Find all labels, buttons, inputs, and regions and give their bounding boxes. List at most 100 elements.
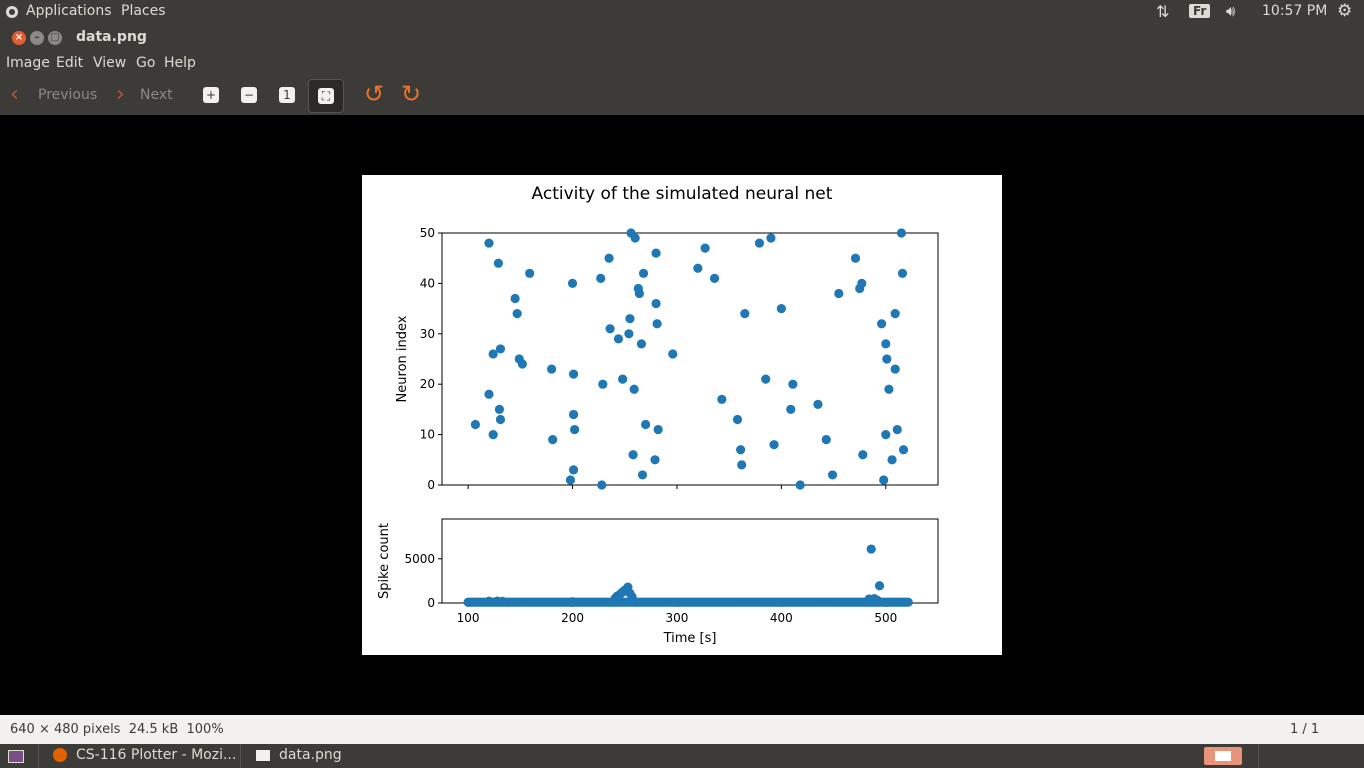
histogram-axes-frame (441, 518, 939, 604)
raster-spike-point (884, 384, 894, 394)
menu-view[interactable]: View (93, 55, 127, 71)
raster-spike-point (879, 475, 889, 485)
image-viewer-area[interactable]: Activity of the simulated neural net Neu… (0, 115, 1364, 715)
raster-spike-point (510, 293, 520, 304)
raster-spike-point (568, 465, 579, 475)
ubuntu-logo-icon[interactable] (6, 6, 18, 18)
raster-y-tick-label: 20 (420, 377, 435, 391)
raster-spike-point (651, 248, 661, 258)
session-gear-icon[interactable]: ⚙ (1337, 1, 1353, 21)
histogram-x-tick-label: 400 (770, 611, 793, 625)
raster-spike-point (896, 228, 907, 238)
page-indicator: 1 / 1 (1290, 722, 1320, 737)
chart-title: Activity of the simulated neural net (532, 184, 833, 204)
raster-spike-point (892, 424, 902, 435)
menu-go[interactable]: Go (136, 55, 156, 71)
raster-spike-point (484, 389, 494, 399)
places-menu[interactable]: Places (121, 3, 166, 19)
image-info: 640 × 480 pixels 24.5 kB 100% (10, 722, 224, 737)
raster-spike-point (898, 445, 909, 455)
raster-spike-point (547, 364, 557, 374)
raster-spike-point (732, 414, 743, 425)
raster-spike-point (470, 419, 481, 430)
raster-spike-point (629, 384, 639, 394)
maximize-window-button[interactable]: □ (48, 31, 62, 45)
histogram-x-tick-label: 500 (874, 611, 897, 625)
show-desktop-icon[interactable] (8, 750, 24, 763)
histogram-x-tick-label: 200 (561, 611, 584, 625)
raster-spike-point (652, 319, 662, 329)
menu-edit[interactable]: Edit (56, 55, 84, 71)
keyboard-layout-indicator[interactable]: Fr (1189, 4, 1211, 18)
raster-spike-point (887, 455, 897, 465)
neural-activity-chart: Activity of the simulated neural net Neu… (377, 184, 939, 646)
image-viewer-icon (256, 750, 270, 761)
raster-spike-point (754, 238, 765, 248)
workspace-window-icon (1215, 751, 1231, 761)
raster-spike-point (625, 314, 635, 324)
raster-spike-point (636, 339, 647, 349)
minimize-window-button[interactable]: – (30, 31, 44, 45)
taskbar-firefox[interactable]: CS-116 Plotter - Mozi... (38, 744, 239, 768)
previous-button[interactable]: Previous (38, 87, 98, 103)
workspace-switcher[interactable] (1204, 747, 1242, 765)
raster-spike-point (517, 359, 528, 369)
raster-spike-point (857, 278, 867, 288)
rotate-right-icon[interactable]: ↻ (401, 80, 422, 108)
raster-spike-point (613, 334, 624, 344)
raster-spike-point (624, 329, 634, 339)
best-fit-icon: ⛶ (318, 88, 334, 104)
raster-spike-point (618, 374, 628, 384)
rotate-left-icon[interactable]: ↺ (364, 80, 385, 108)
volume-icon[interactable]: 🔊︎ (1226, 2, 1236, 20)
raster-spike-point (877, 319, 887, 329)
next-button[interactable]: Next (140, 87, 173, 103)
best-fit-button[interactable]: ⛶ (308, 79, 344, 113)
raster-y-tick-label: 50 (420, 226, 435, 240)
raster-spike-point (788, 379, 798, 389)
taskbar-eog[interactable]: data.png (240, 744, 441, 768)
histogram-x-tick-label: 100 (457, 611, 480, 625)
clock[interactable]: 10:57 PM (1262, 3, 1328, 19)
histogram-count-point (627, 592, 637, 602)
raster-spike-point (597, 480, 607, 490)
zoom-in-icon[interactable]: + (203, 87, 219, 103)
raster-spike-point (650, 455, 660, 465)
close-window-button[interactable]: × (12, 31, 26, 45)
raster-spike-point (630, 233, 640, 243)
raster-spike-point (568, 409, 579, 420)
taskbar-eog-label: data.png (279, 747, 342, 763)
raster-spike-point (890, 309, 900, 319)
raster-spike-point (858, 450, 868, 460)
previous-arrow-icon[interactable]: ‹ (10, 82, 19, 107)
histogram-count-point (866, 544, 876, 554)
applications-menu[interactable]: Applications (26, 3, 112, 19)
menu-image[interactable]: Image (6, 55, 50, 71)
histogram-y-label: Spike count (377, 523, 392, 599)
raster-y-tick-label: 30 (420, 327, 435, 341)
raster-spike-point (495, 344, 506, 354)
raster-spike-point (709, 273, 720, 283)
raster-spike-point (494, 404, 505, 414)
raster-spike-point (769, 440, 779, 450)
raster-spike-point (786, 404, 796, 414)
raster-spike-point (890, 364, 900, 374)
zoom-out-icon[interactable]: − (241, 87, 257, 103)
menu-help[interactable]: Help (164, 55, 196, 71)
taskbar-divider (1258, 744, 1259, 768)
raster-spike-point (651, 298, 661, 309)
raster-spike-point (638, 268, 649, 278)
normal-size-icon[interactable]: 1 (279, 87, 295, 103)
raster-spike-point (821, 435, 831, 445)
histogram-x-tick-label: 300 (665, 611, 688, 625)
next-arrow-icon[interactable]: › (116, 82, 125, 107)
raster-spike-point (488, 349, 498, 359)
raster-spike-point (693, 263, 703, 273)
raster-spike-point (634, 288, 644, 299)
raster-spike-point (834, 288, 844, 299)
network-transfer-icon[interactable]: ⇅ (1156, 2, 1170, 21)
raster-spike-point (548, 435, 558, 445)
statusbar: 640 × 480 pixels 24.5 kB 100% 1 / 1 (0, 715, 1364, 744)
raster-spike-point (493, 258, 503, 268)
raster-spike-point (881, 339, 891, 349)
